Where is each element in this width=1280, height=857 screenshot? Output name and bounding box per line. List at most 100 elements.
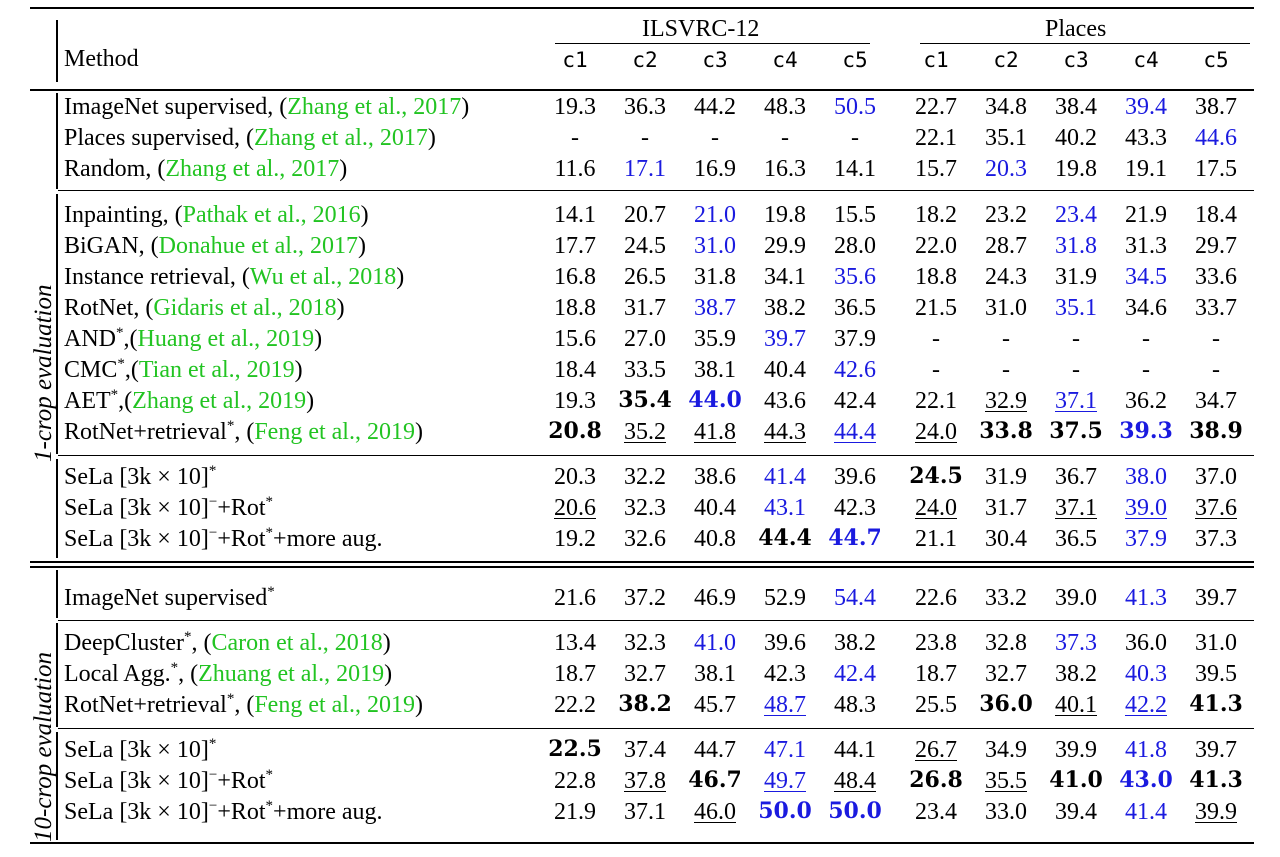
method-header: Method bbox=[64, 46, 139, 72]
superscript: − bbox=[208, 798, 218, 814]
method-label: BiGAN, (Donahue et al., 2017) bbox=[64, 234, 366, 258]
citation-link[interactable]: Tian et al., 2019 bbox=[138, 357, 295, 383]
value-cell: 27.0 bbox=[624, 326, 666, 352]
value-cell: 23.8 bbox=[915, 630, 957, 656]
method-text: ) bbox=[414, 419, 423, 445]
method-text: ) bbox=[294, 357, 303, 383]
value-cell: 11.6 bbox=[554, 156, 596, 182]
value-cell: 32.3 bbox=[624, 495, 666, 521]
citation-link[interactable]: Wu et al., 2018 bbox=[249, 264, 397, 290]
method-text: RotNet+retrieval bbox=[64, 419, 227, 445]
value-cell: 21.5 bbox=[915, 295, 957, 321]
value-cell: 16.9 bbox=[694, 156, 736, 182]
value-cell: 34.1 bbox=[764, 264, 806, 290]
citation-link[interactable]: Zhuang et al., 2019 bbox=[198, 661, 385, 687]
value-cell: 21.9 bbox=[1125, 202, 1167, 228]
citation-link[interactable]: Zhang et al., 2017 bbox=[165, 156, 340, 182]
top-rule bbox=[30, 7, 1254, 9]
value-cell: 37.6 bbox=[1181, 496, 1251, 520]
value-cell: 20.6 bbox=[540, 496, 610, 520]
value-cell: 17.5 bbox=[1195, 156, 1237, 182]
value-cell: 23.4 bbox=[915, 799, 957, 825]
value-cell: 16.8 bbox=[554, 264, 596, 290]
method-text: Random, ( bbox=[64, 156, 166, 182]
value-cell: 14.1 bbox=[834, 156, 876, 182]
value-cell: 35.1 bbox=[985, 125, 1027, 151]
method-text: , ( bbox=[191, 630, 212, 656]
value-cell: 38.1 bbox=[694, 661, 736, 687]
citation-link[interactable]: Gidaris et al., 2018 bbox=[153, 295, 337, 321]
method-text: Local Agg. bbox=[64, 661, 171, 687]
underline-value: 39.0 bbox=[1125, 495, 1167, 521]
value-cell: 39.0 bbox=[1111, 496, 1181, 520]
value-cell: 23.2 bbox=[985, 202, 1027, 228]
column-header: c4 bbox=[772, 48, 798, 72]
value-cell: 26.8 bbox=[909, 767, 963, 793]
value-cell: 38.6 bbox=[694, 464, 736, 490]
value-cell: 52.9 bbox=[764, 585, 806, 611]
method-label: CMC*,(Tian et al., 2019) bbox=[64, 357, 303, 383]
value-cell: 22.0 bbox=[915, 233, 957, 259]
citation-link[interactable]: Zhang et al., 2017 bbox=[287, 94, 462, 120]
value-cell: 22.8 bbox=[554, 768, 596, 794]
value-cell: - bbox=[781, 125, 789, 151]
value-cell: 44.7 bbox=[694, 737, 736, 763]
method-text: ) bbox=[461, 94, 470, 120]
citation-link[interactable]: Pathak et al., 2016 bbox=[182, 202, 361, 228]
value-cell: - bbox=[711, 125, 719, 151]
value-cell: 15.5 bbox=[834, 202, 876, 228]
value-cell: 36.3 bbox=[624, 94, 666, 120]
value-cell: 18.7 bbox=[915, 661, 957, 687]
value-cell: 38.4 bbox=[1055, 94, 1097, 120]
column-header: c1 bbox=[923, 48, 949, 72]
value-cell: 32.6 bbox=[624, 526, 666, 552]
value-cell: 38.2 bbox=[1055, 661, 1097, 687]
citation-link[interactable]: Donahue et al., 2017 bbox=[158, 233, 358, 259]
value-cell: 31.9 bbox=[1055, 264, 1097, 290]
value-cell: 39.6 bbox=[834, 464, 876, 490]
method-text: Inpainting, ( bbox=[64, 202, 183, 228]
underline-value: 35.2 bbox=[624, 419, 666, 445]
value-cell: - bbox=[571, 125, 579, 151]
value-cell: 21.6 bbox=[554, 585, 596, 611]
underline-value: 40.1 bbox=[1055, 692, 1097, 718]
method-text: +Rot bbox=[217, 495, 266, 521]
citation-link[interactable]: Huang et al., 2019 bbox=[137, 326, 315, 352]
side-label-1crop: 1-crop evaluation bbox=[30, 284, 57, 462]
citation-link[interactable]: Zhang et al., 2017 bbox=[253, 125, 428, 151]
value-cell: - bbox=[1002, 326, 1010, 352]
value-cell: 40.1 bbox=[1041, 693, 1111, 717]
method-text: ) bbox=[357, 233, 366, 259]
superscript: * bbox=[183, 629, 192, 645]
superscript: * bbox=[226, 418, 235, 434]
value-cell: - bbox=[1212, 326, 1220, 352]
value-cell: 31.0 bbox=[694, 233, 736, 259]
citation-link[interactable]: Feng et al., 2019 bbox=[254, 419, 415, 445]
column-header: c2 bbox=[993, 48, 1019, 72]
value-cell: 33.7 bbox=[1195, 295, 1237, 321]
superscript: * bbox=[170, 660, 179, 676]
method-text: SeLa [3k × 10] bbox=[64, 737, 209, 763]
value-cell: 35.2 bbox=[610, 420, 680, 444]
value-cell: 19.8 bbox=[764, 202, 806, 228]
value-cell: 43.3 bbox=[1125, 125, 1167, 151]
value-cell: 37.8 bbox=[610, 769, 680, 793]
method-text: SeLa [3k × 10] bbox=[64, 768, 209, 794]
method-text: BiGAN, ( bbox=[64, 233, 159, 259]
value-cell: 41.0 bbox=[1049, 767, 1103, 793]
value-cell: 24.0 bbox=[901, 496, 971, 520]
value-cell: 26.5 bbox=[624, 264, 666, 290]
value-cell: 22.7 bbox=[915, 94, 957, 120]
value-cell: 45.7 bbox=[694, 692, 736, 718]
method-label: SeLa [3k × 10]* bbox=[64, 464, 216, 490]
citation-link[interactable]: Feng et al., 2019 bbox=[254, 692, 415, 718]
underline-value: 48.7 bbox=[764, 692, 806, 718]
citation-link[interactable]: Zhang et al., 2019 bbox=[132, 388, 307, 414]
citation-link[interactable]: Caron et al., 2018 bbox=[211, 630, 383, 656]
method-label: AND*,(Huang et al., 2019) bbox=[64, 325, 322, 352]
method-text: ImageNet supervised, ( bbox=[64, 94, 288, 120]
superscript: * bbox=[116, 325, 124, 341]
method-label: Instance retrieval, (Wu et al., 2018) bbox=[64, 265, 404, 289]
superscript: * bbox=[110, 387, 119, 403]
value-cell: 17.7 bbox=[554, 233, 596, 259]
